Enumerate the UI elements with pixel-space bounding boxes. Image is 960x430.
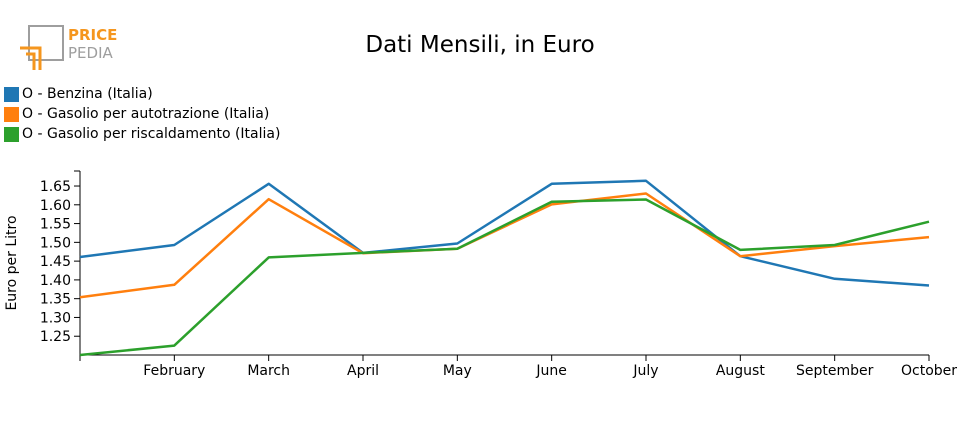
y-tick-label: 1.40 (40, 273, 71, 289)
series-line (79, 192, 930, 299)
series-line (79, 198, 930, 357)
x-tick-label: June (535, 363, 567, 379)
x-tick-label: July (632, 363, 658, 379)
logo-orange-bracket-outer (20, 46, 42, 70)
legend-label: O - Gasolio per autotrazione (Italia) (22, 106, 270, 122)
x-tick-label: April (347, 363, 379, 379)
logo-orange-bracket-inner (26, 52, 36, 70)
x-tick-label: March (247, 363, 290, 379)
y-tick-label: 1.45 (40, 254, 71, 270)
x-tick-label: February (143, 363, 205, 379)
x-tick-label: September (796, 363, 874, 379)
x-tick-label: October (901, 363, 957, 379)
pricepedia-logo: PRICE PEDIA (20, 25, 117, 70)
chart-title: Dati Mensili, in Euro (365, 32, 595, 58)
legend-label: O - Benzina (Italia) (22, 86, 153, 102)
x-tick-label: August (716, 363, 766, 379)
logo-word-price: PRICE (68, 26, 117, 44)
series-line (79, 179, 930, 287)
y-tick-label: 1.25 (40, 329, 71, 345)
y-tick-label: 1.55 (40, 217, 71, 233)
legend-swatch (4, 126, 19, 142)
legend: O - Benzina (Italia) O - Gasolio per auto… (4, 84, 280, 144)
legend-label: O - Gasolio per riscaldamento (Italia) (22, 126, 281, 142)
y-tick-label: 1.30 (40, 310, 71, 326)
legend-swatch (4, 86, 19, 102)
legend-item[interactable]: O - Gasolio per riscaldamento (Italia) (4, 124, 280, 144)
y-tick-label: 1.35 (40, 292, 71, 308)
logo-gray-frame (28, 25, 64, 61)
logo-word-pedia: PEDIA (68, 44, 113, 62)
y-tick-label: 1.50 (40, 235, 71, 251)
legend-item[interactable]: O - Gasolio per autotrazione (Italia) (4, 104, 280, 124)
y-tick-label: 1.65 (40, 179, 71, 195)
y-tick-label: 1.60 (40, 198, 71, 214)
y-axis-title: Euro per Litro (4, 215, 20, 310)
legend-item[interactable]: O - Benzina (Italia) (4, 84, 280, 104)
legend-swatch (4, 106, 19, 122)
x-tick-label: May (443, 363, 472, 379)
